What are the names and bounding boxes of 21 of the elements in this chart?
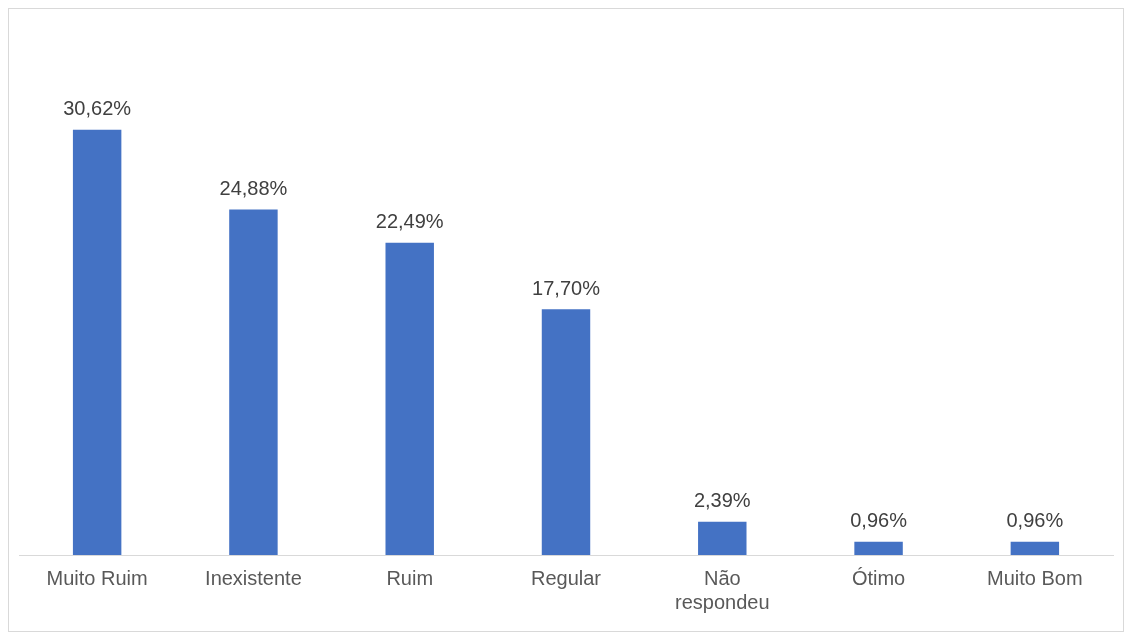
x-tick-label: Inexistente [205, 566, 302, 589]
x-tick-label: Regular [530, 566, 602, 589]
bar [541, 309, 591, 555]
bar [385, 242, 434, 555]
x-tick-label: Não respondeu [675, 566, 770, 613]
bar [72, 129, 122, 555]
bar [698, 521, 747, 555]
x-tick-label: Muito Ruim [46, 566, 148, 589]
data-label: 0,96% [1006, 509, 1064, 532]
bar [854, 541, 903, 555]
data-label: 22,49% [375, 210, 444, 233]
data-label: 24,88% [219, 177, 288, 200]
data-label: 2,39% [693, 489, 751, 512]
data-label: 30,62% [63, 97, 132, 120]
bar [229, 209, 278, 555]
x-tick-label: Muito Bom [987, 566, 1083, 589]
bar [1010, 541, 1060, 555]
x-tick-label: Ruim [386, 566, 434, 589]
data-label: 0,96% [850, 509, 908, 532]
data-label: 17,70% [532, 276, 601, 299]
x-tick-label: Ótimo [851, 566, 906, 589]
